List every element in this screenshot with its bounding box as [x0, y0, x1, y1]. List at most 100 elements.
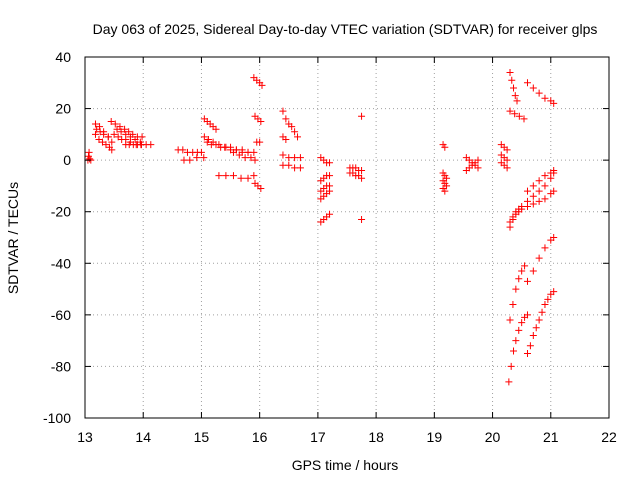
x-tick-label: 13 — [77, 429, 93, 445]
data-point — [212, 125, 220, 133]
series-s31 — [358, 112, 366, 120]
data-point — [515, 112, 523, 120]
series-s42 — [506, 68, 521, 105]
data-point — [506, 107, 514, 115]
data-point — [512, 337, 520, 345]
data-point — [550, 99, 558, 107]
series-s41 — [497, 159, 511, 172]
data-point — [513, 97, 521, 105]
data-point — [247, 154, 255, 162]
data-point — [535, 197, 543, 205]
data-point — [515, 326, 523, 334]
series-s43 — [506, 107, 528, 123]
data-point — [111, 120, 119, 128]
series-s28 — [317, 210, 334, 226]
x-tick-label: 19 — [427, 429, 443, 445]
data-point — [288, 123, 296, 131]
series-s46 — [506, 169, 558, 226]
series-s35 — [439, 177, 451, 190]
data-point — [509, 301, 517, 309]
plot-frame — [84, 56, 610, 419]
data-point — [441, 187, 449, 195]
data-point — [203, 138, 211, 146]
series-s47 — [523, 166, 558, 195]
data-point — [505, 378, 513, 386]
data-point — [523, 311, 531, 319]
series-s44 — [523, 79, 558, 107]
data-point — [506, 218, 514, 226]
data-point — [257, 185, 265, 193]
data-point — [358, 166, 366, 174]
series-s18 — [251, 179, 265, 193]
data-point — [222, 172, 230, 180]
series-s50 — [505, 311, 531, 386]
series-s39 — [497, 141, 511, 154]
data-point — [532, 324, 540, 332]
x-tick-label: 17 — [310, 429, 326, 445]
x-tick-label: 20 — [485, 429, 501, 445]
x-tick-labels: 13 14 15 16 17 18 19 20 21 22 — [77, 429, 617, 445]
data-point — [474, 164, 482, 172]
data-point — [294, 133, 302, 141]
data-point — [520, 115, 528, 123]
data-point — [523, 277, 531, 285]
data-point — [550, 234, 558, 241]
series-s08 — [122, 141, 145, 149]
data-point — [235, 151, 243, 159]
series-s07 — [110, 130, 145, 149]
data-point — [508, 76, 516, 84]
data-point — [229, 148, 237, 156]
series-s09 — [174, 146, 205, 156]
data-point — [104, 133, 112, 141]
data-point — [358, 174, 366, 182]
data-point — [326, 187, 334, 195]
data-point — [541, 301, 549, 309]
axis-ticks — [84, 56, 610, 419]
data-point — [186, 156, 194, 164]
data-point — [282, 115, 290, 123]
data-point — [257, 117, 265, 125]
series-s15 — [229, 148, 259, 164]
data-point — [237, 174, 245, 182]
series-s25 — [317, 172, 334, 185]
x-tick-label: 15 — [194, 429, 210, 445]
series-s17 — [251, 112, 265, 125]
data-point — [523, 79, 531, 87]
series-s13 — [203, 138, 252, 156]
series-s10 — [180, 154, 208, 164]
data-point — [526, 342, 534, 350]
data-point — [509, 213, 517, 221]
data-point — [285, 161, 293, 169]
series-s16 — [250, 74, 266, 89]
series-s48 — [506, 262, 529, 324]
data-point — [108, 146, 116, 154]
series-s19 — [253, 138, 264, 146]
series-s05 — [107, 117, 146, 141]
y-tick-label: -100 — [43, 410, 71, 426]
data-point — [507, 362, 515, 370]
series-s06 — [113, 125, 155, 149]
data-point — [523, 197, 531, 205]
x-tick-label: 14 — [135, 429, 151, 445]
data-point — [179, 146, 187, 154]
data-points — [84, 68, 558, 386]
series-s40 — [497, 151, 511, 164]
series-s03 — [91, 130, 116, 154]
y-tick-label: 20 — [55, 101, 71, 117]
data-point — [193, 154, 201, 162]
data-point — [358, 215, 366, 223]
data-point — [512, 285, 520, 293]
data-point — [521, 262, 529, 270]
chart-title: Day 063 of 2025, Sidereal Day-to-day VTE… — [93, 21, 598, 37]
x-tick-label: 21 — [543, 429, 559, 445]
data-point — [282, 136, 290, 144]
data-point — [138, 133, 146, 141]
data-point — [215, 172, 223, 180]
data-point — [538, 308, 546, 316]
series-s23 — [279, 133, 290, 144]
data-point — [197, 148, 205, 156]
data-point — [535, 177, 543, 185]
series-s49 — [523, 234, 558, 285]
data-point — [131, 136, 139, 144]
